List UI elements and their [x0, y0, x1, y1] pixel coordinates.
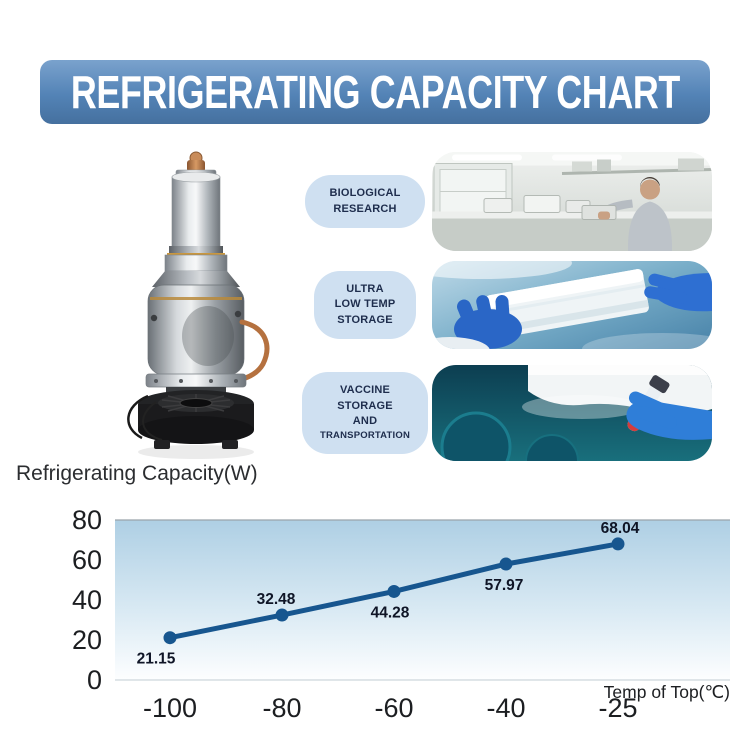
- data-point: [499, 557, 513, 571]
- data-point: [163, 631, 177, 645]
- y-tick-label: 0: [87, 665, 102, 695]
- ultra-low-temp-label: ULTRA LOW TEMP STORAGE: [314, 270, 416, 340]
- capacity-chart-container: 0 20 40 60 80 -100 -80 -60 -40 -25 Temp of Top(℃) 2…: [60, 505, 740, 740]
- applications-list: BIOLOGICAL RESEARCH: [298, 152, 712, 461]
- vaccine-scene: [432, 365, 712, 461]
- vaccine-storage-label: VACCINE STORAGE AND TRANSPORTATION: [302, 372, 428, 454]
- x-tick-label: -100: [143, 693, 197, 723]
- application-row-ultra-low-temp: ULTRA LOW TEMP STORAGE: [298, 261, 712, 349]
- application-row-vaccine-storage: VACCINE STORAGE AND TRANSPORTATION: [298, 365, 712, 461]
- cryocooler-illustration: [127, 151, 270, 459]
- chart-y-axis-title: Refrigerating Capacity(W): [16, 462, 258, 485]
- data-label: 21.15: [137, 651, 176, 668]
- ultra-low-temp-photo: [432, 261, 712, 349]
- x-tick-label: -25: [598, 693, 637, 723]
- data-label: 32.48: [257, 591, 296, 608]
- label-line: ULTRA: [346, 282, 384, 295]
- label-line: AND: [352, 415, 378, 428]
- y-tick-label: 60: [72, 545, 102, 575]
- label-line: LOW TEMP: [334, 298, 396, 311]
- title-banner: REFRIGERATING CAPACITY CHART: [40, 60, 710, 124]
- x-axis-label: Temp of Top(℃): [604, 682, 730, 702]
- cryocooler-product-photo: [96, 146, 296, 466]
- data-label: 44.28: [371, 604, 410, 621]
- data-point: [611, 537, 625, 551]
- biological-research-photo: [432, 152, 712, 251]
- label-line: VACCINE: [339, 384, 391, 397]
- data-label: 57.97: [485, 577, 524, 594]
- label-line: TRANSPORTATION: [319, 430, 411, 442]
- data-label: 68.04: [601, 520, 640, 537]
- chart-plot-area: [115, 520, 730, 680]
- data-point: [387, 584, 401, 598]
- frozen-storage-scene: [432, 261, 712, 349]
- biological-research-label: BIOLOGICAL RESEARCH: [305, 175, 425, 228]
- x-tick-label: -40: [486, 693, 525, 723]
- x-tick-label: -60: [374, 693, 413, 723]
- label-line: BIOLOGICAL: [329, 187, 401, 200]
- label-line: RESEARCH: [333, 202, 397, 215]
- vaccine-storage-photo: [432, 365, 712, 461]
- application-row-biological-research: BIOLOGICAL RESEARCH: [298, 152, 712, 251]
- y-tick-label: 20: [72, 625, 102, 655]
- y-tick-label: 80: [72, 505, 102, 535]
- label-line: STORAGE: [337, 313, 393, 326]
- lab-scene: [432, 152, 712, 251]
- page-title: REFRIGERATING CAPACITY CHART: [70, 66, 680, 118]
- data-point: [275, 608, 289, 622]
- label-line: STORAGE: [337, 399, 393, 412]
- y-tick-label: 40: [72, 585, 102, 615]
- x-tick-label: -80: [262, 693, 301, 723]
